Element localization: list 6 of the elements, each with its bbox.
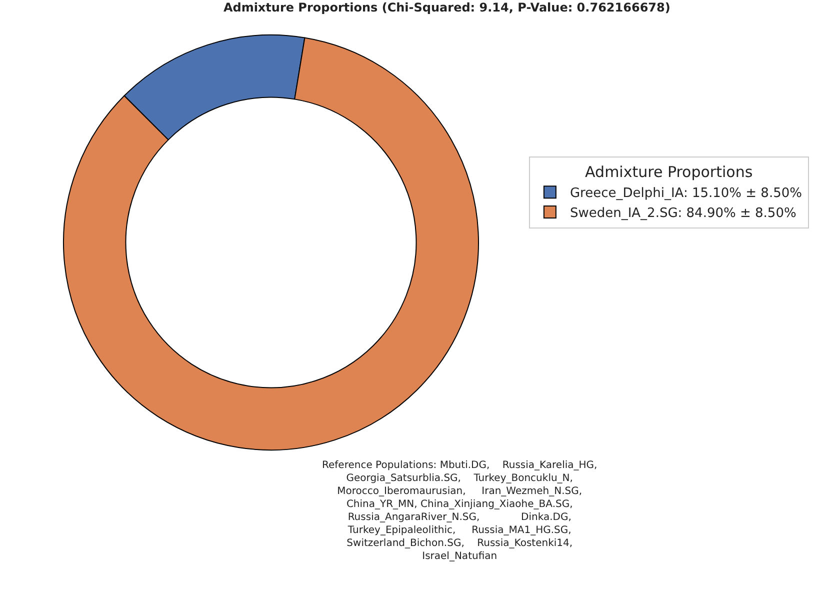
donut-slice bbox=[63, 37, 479, 450]
legend-label: Sweden_IA_2.SG: 84.90% ± 8.50% bbox=[570, 206, 796, 222]
text: Reference Populations: Mbuti.DG, Russia_Karelia_HG, Georgia_Satsurblia.SG, Turkey_Boncuklu_N, Morocco_Iberomaurusian, Iran_Wezmeh_N.SG, China_YR_MN, China_Xinjiang_Xiaohe_BA.SG, Russia_AngaraRiver_N.SG, Dinka.DG, Turkey_Epipaleolithic, Russia_MA1_HG.SG, Switzerland_Bichon.SG, Russia_Kostenki14, Israel_Natufian bbox=[322, 460, 598, 562]
legend-label: Greece_Delphi_IA: 15.10% ± 8.50% bbox=[570, 186, 802, 202]
legend-title: Admixture Proportions bbox=[585, 163, 753, 182]
chart-title: Admixture Proportions (Chi-Squared: 9.14, P-Value: 0.762166678) bbox=[223, 0, 670, 14]
